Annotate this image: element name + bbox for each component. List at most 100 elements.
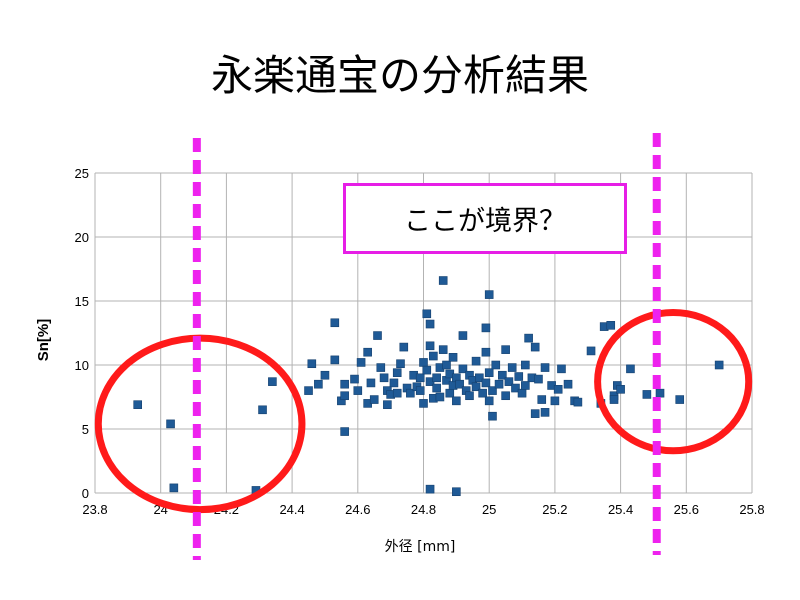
scatter-point xyxy=(484,396,494,406)
scatter-point xyxy=(481,347,491,357)
y-tick-label: 20 xyxy=(75,230,89,245)
scatter-point xyxy=(438,276,448,285)
scatter-point xyxy=(471,382,481,392)
scatter-point xyxy=(606,321,616,330)
scatter-point xyxy=(406,388,415,398)
scatter-point xyxy=(133,400,143,409)
scatter-point xyxy=(484,290,494,299)
x-tick-label: 24.6 xyxy=(345,502,370,517)
scatter-point xyxy=(314,379,323,389)
scatter-point xyxy=(435,392,445,402)
scatter-point xyxy=(425,319,435,329)
x-tick-label: 25.6 xyxy=(674,502,699,517)
scatter-point xyxy=(389,378,399,388)
scatter-point xyxy=(494,379,504,389)
scatter-point xyxy=(379,373,389,383)
scatter-point xyxy=(481,378,491,388)
scatter-point xyxy=(563,379,573,389)
x-tick-labels: 23.8 24 24.2 24.4 24.6 24.8 25 25.2 25.4 25.6 25.8 xyxy=(82,502,764,517)
x-axis-label: 外径 [mm] xyxy=(385,539,456,555)
scatter-point xyxy=(537,395,547,404)
scatter-point xyxy=(452,396,461,406)
scatter-point xyxy=(484,368,494,377)
scatter-point xyxy=(475,373,484,383)
x-tick-label: 24.4 xyxy=(279,502,304,517)
scatter-point xyxy=(363,347,372,357)
x-tick-label: 24.8 xyxy=(411,502,436,517)
scatter-point xyxy=(609,395,619,404)
scatter-point xyxy=(465,391,474,401)
scatter-point xyxy=(383,400,392,409)
scatter-point xyxy=(550,396,560,406)
scatter-point xyxy=(442,360,451,370)
scatter-point xyxy=(471,356,481,366)
scatter-point xyxy=(507,363,517,372)
scatter-point xyxy=(553,385,563,394)
scatter-point xyxy=(396,359,405,369)
scatter-point xyxy=(340,391,349,401)
scatter-point xyxy=(419,358,428,367)
scatter-point xyxy=(429,351,438,361)
y-tick-label: 0 xyxy=(82,486,89,501)
highlight-ellipse xyxy=(594,309,753,455)
data-points xyxy=(133,276,724,497)
y-tick-labels: 0 5 10 15 20 25 xyxy=(75,166,89,501)
scatter-point xyxy=(458,364,468,374)
slide-title: 永楽通宝の分析結果 xyxy=(210,51,589,100)
annotation-overlays xyxy=(94,133,753,560)
scatter-point xyxy=(422,309,432,319)
scatter-point xyxy=(655,388,665,398)
scatter-point xyxy=(521,381,530,390)
scatter-point xyxy=(415,386,425,395)
scatter-point xyxy=(373,331,382,340)
scatter-point xyxy=(330,355,340,365)
scatter-point xyxy=(320,370,330,380)
scatter-point xyxy=(714,360,724,370)
scatter-point xyxy=(501,391,510,401)
scatter-point xyxy=(511,383,520,393)
scatter-point xyxy=(376,363,386,372)
scatter-point xyxy=(491,360,501,370)
x-tick-label: 25.4 xyxy=(608,502,633,517)
scatter-point xyxy=(392,368,402,377)
scatter-point xyxy=(304,386,313,395)
scatter-point xyxy=(340,427,349,436)
x-tick-label: 25.8 xyxy=(739,502,764,517)
x-tick-label: 23.8 xyxy=(82,502,107,517)
scatter-point xyxy=(488,386,497,395)
y-tick-label: 5 xyxy=(82,422,89,437)
scatter-point xyxy=(517,388,527,398)
scatter-point xyxy=(616,385,625,394)
scatter-point xyxy=(432,383,441,393)
scatter-point xyxy=(438,345,448,354)
scatter-point xyxy=(534,374,543,384)
scatter-point xyxy=(540,363,550,372)
scatter-point xyxy=(514,372,524,381)
scatter-point xyxy=(675,395,685,404)
scatter-point xyxy=(330,318,340,328)
scatter-point xyxy=(340,379,349,389)
scatter-point xyxy=(432,373,441,383)
scatter-point xyxy=(524,333,533,343)
x-tick-label: 25.2 xyxy=(542,502,567,517)
x-tick-label: 25 xyxy=(482,502,496,517)
scatter-point xyxy=(521,360,530,370)
scatter-point xyxy=(392,388,402,398)
scatter-point xyxy=(350,374,359,384)
scatter-point xyxy=(258,405,267,415)
scatter-point xyxy=(626,364,635,374)
scatter-point xyxy=(455,379,464,389)
scatter-point xyxy=(540,408,550,417)
scatter-point xyxy=(419,399,428,408)
scatter-point xyxy=(530,342,540,352)
scatter-point xyxy=(425,484,435,494)
scatter-point xyxy=(425,341,435,351)
y-tick-label: 15 xyxy=(75,294,89,309)
scatter-point xyxy=(573,397,583,407)
scatter-point xyxy=(307,359,317,369)
scatter-point xyxy=(422,365,432,375)
scatter-point xyxy=(586,346,596,356)
scatter-point xyxy=(458,331,468,340)
scatter-point xyxy=(478,388,487,398)
